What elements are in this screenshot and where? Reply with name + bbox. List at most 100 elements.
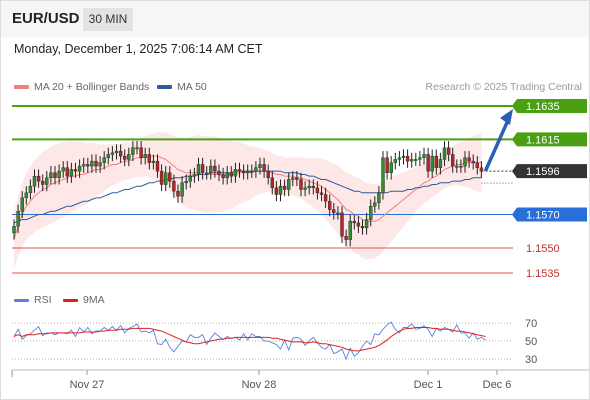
symbol-title[interactable]: EUR/USD — [12, 10, 80, 27]
ma50-swatch — [157, 85, 172, 90]
candle-body — [348, 221, 352, 240]
candle-body — [405, 155, 410, 162]
candle-body — [385, 157, 389, 174]
candle-body — [266, 170, 270, 179]
candle-body — [463, 157, 467, 167]
candle-body — [221, 174, 225, 179]
rsi9-swatch — [63, 298, 78, 302]
candle-body — [360, 226, 365, 229]
forecast-arrow-shaft — [483, 117, 511, 172]
forecast-arrow-head — [500, 109, 513, 125]
level-label-4: 1.1550 — [526, 243, 560, 255]
candle-body — [45, 177, 49, 185]
candles — [12, 141, 484, 247]
candle-body — [241, 170, 246, 174]
price-levels — [12, 105, 513, 274]
candle-body — [114, 150, 119, 153]
candle-body — [401, 155, 406, 158]
candle-body — [336, 212, 340, 215]
x-tick-label: Nov 27 — [70, 379, 105, 391]
candle-body — [65, 167, 70, 177]
legend-rsi9-label: 9MA — [83, 294, 105, 306]
candle-body — [90, 160, 94, 167]
candle-body — [250, 170, 254, 173]
candle-body — [184, 180, 188, 184]
candle-body — [393, 159, 397, 163]
candle-body — [28, 185, 33, 194]
candle-body — [176, 190, 180, 197]
candle-body — [307, 185, 311, 189]
candle-body — [94, 160, 98, 167]
candle-body — [422, 154, 426, 158]
legend-ma20: MA 20 + Bollinger Bands — [14, 81, 149, 93]
candle-body — [381, 157, 385, 194]
candle-body — [356, 222, 361, 227]
candle-body — [168, 172, 172, 182]
candle-body — [291, 177, 295, 180]
candle-body — [262, 164, 266, 172]
level-label-5: 1.1535 — [526, 268, 560, 280]
candle-body — [69, 169, 74, 177]
candle-body — [414, 159, 418, 161]
rsi-tick-label: 50 — [525, 336, 537, 348]
candle-body — [12, 226, 16, 234]
candle-body — [73, 169, 78, 172]
candle-body — [475, 162, 479, 168]
candle-body — [455, 165, 459, 168]
candle-body — [278, 185, 283, 195]
candle-body — [106, 154, 111, 158]
rsi-tick-label: 30 — [525, 354, 537, 366]
candle-body — [282, 185, 287, 190]
candle-body — [389, 162, 393, 173]
candle-body — [319, 192, 324, 195]
candle-body — [127, 154, 131, 160]
candle-body — [295, 177, 299, 180]
candle-body — [118, 150, 123, 157]
candle-body — [344, 236, 348, 240]
candle-body — [258, 164, 262, 168]
candle-body — [204, 172, 209, 175]
candle-body — [369, 205, 373, 220]
candle-body — [328, 200, 332, 210]
candle-body — [163, 172, 168, 185]
candle-body — [98, 162, 102, 167]
candle-body — [311, 185, 315, 189]
candle-body — [61, 167, 65, 172]
rsi-panel: 70 50 30 — [12, 318, 537, 366]
candle-body — [323, 194, 328, 202]
x-tick-label: Dec 1 — [414, 379, 443, 391]
candle-body — [467, 157, 471, 162]
level-tag-2 — [512, 164, 587, 179]
candle-body — [209, 165, 213, 173]
candle-body — [315, 187, 320, 194]
candle-body — [459, 165, 463, 168]
candle-body — [451, 154, 455, 167]
candle-body — [77, 165, 82, 172]
timeframe-button[interactable]: 30 MIN — [83, 8, 133, 31]
datetime-label: Monday, December 1, 2025 7:06:14 AM CET — [14, 42, 263, 56]
candle-body — [102, 157, 106, 163]
candle-body — [430, 155, 434, 172]
candle-body — [352, 221, 356, 224]
level-label-0: 1.1635 — [526, 101, 560, 113]
candle-body — [180, 182, 184, 197]
level-tag-0 — [512, 99, 587, 113]
candle-body — [287, 179, 291, 190]
level-tag-1 — [512, 132, 587, 147]
candle-body — [24, 192, 28, 199]
forecast-arrow — [483, 109, 513, 172]
candle-body — [303, 187, 307, 190]
candle-body — [254, 167, 258, 172]
candle-body — [143, 154, 147, 158]
candle-body — [446, 147, 451, 155]
bollinger-bands — [14, 132, 482, 268]
candle-body — [110, 152, 115, 155]
candle-body — [36, 175, 41, 182]
candle-body — [340, 212, 344, 237]
level-label-3: 1.1570 — [526, 210, 560, 222]
candle-body — [299, 179, 303, 190]
rsi-tick-label: 70 — [525, 318, 537, 330]
candle-body — [49, 172, 53, 179]
